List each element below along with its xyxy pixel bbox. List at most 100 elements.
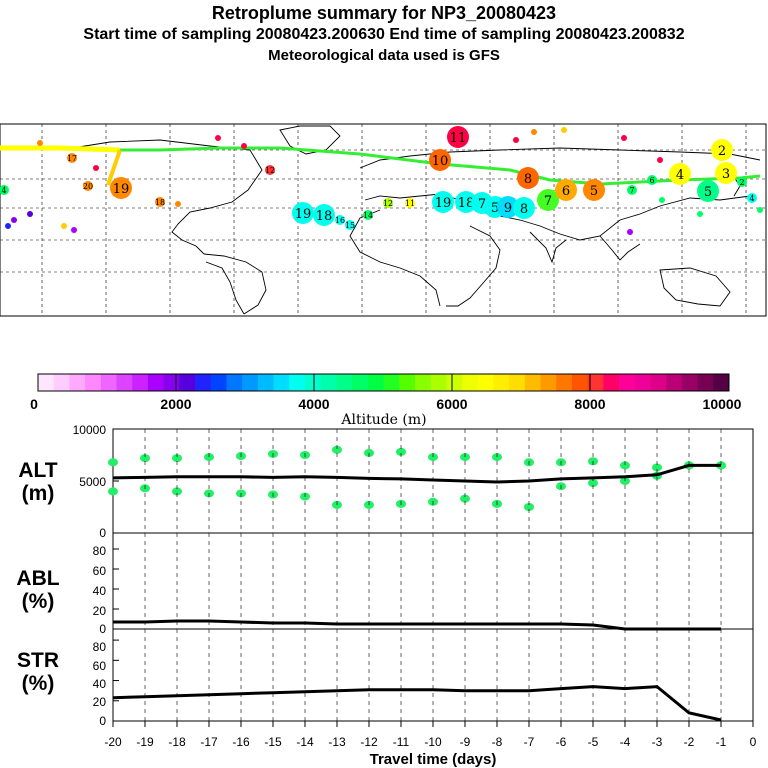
trajectory-marker: 12 [383, 198, 393, 208]
alt-upper-marker [396, 447, 406, 456]
trajectory-marker-dot [711, 139, 733, 161]
meteorological-data-note: Meteorological data used is GFS [268, 47, 500, 64]
alt-upper-marker [460, 453, 470, 462]
str-y-tick-label: 60 [93, 659, 107, 673]
altitude-colorbar: 0 2000 4000 6000 8000 10000 Altitude (m) [30, 373, 742, 428]
alt-y-tick-label: 10000 [73, 423, 107, 437]
trajectory-marker-label: 18 [155, 198, 165, 207]
map-frame [0, 123, 767, 317]
x-tick-label: 0 [750, 735, 757, 749]
trajectory-path-branch [106, 149, 122, 186]
x-tick-label: -7 [524, 735, 535, 749]
time-series-plots [108, 428, 726, 722]
coastlines [59, 125, 761, 315]
colorbar-tick-label: 10000 [703, 396, 742, 412]
y-tick-marks [113, 428, 119, 722]
trajectory-marker-label: 4 [749, 194, 754, 203]
particle-dot [175, 201, 181, 207]
alt-series [108, 445, 726, 511]
x-tick-label: -15 [264, 735, 282, 749]
trajectory-marker: 18 [155, 197, 165, 207]
trajectory-marker-label: 20 [83, 182, 93, 191]
alt-upper-marker [620, 461, 630, 470]
trajectory-marker-label: 19 [435, 196, 452, 211]
colorbar-cell [257, 374, 274, 391]
abl-y-tick-label: 40 [93, 584, 107, 598]
trajectory-marker: 4 [669, 163, 691, 185]
trajectory-marker-dot [67, 153, 77, 163]
trajectory-marker-dot [555, 179, 577, 201]
particle-dot [531, 129, 537, 135]
page-title: Retroplume summary for NP3_20080423 [211, 3, 557, 23]
colorbar-cell [163, 374, 180, 391]
trajectory-marker: 6 [647, 175, 657, 185]
x-tick-label: -17 [200, 735, 218, 749]
trajectory-marker-label: 5 [704, 185, 712, 200]
colorbar-cells [38, 374, 730, 391]
abl-y-tick-label: 80 [93, 544, 107, 558]
trajectory-marker-dot [429, 149, 451, 171]
particle-dot [5, 223, 11, 229]
trajectory-path-main [120, 146, 761, 186]
trajectory-marker-dot [383, 198, 393, 208]
trajectory-marker-dot [747, 193, 757, 203]
trajectory-marker: 6 [555, 179, 577, 201]
particle-dot [513, 137, 519, 143]
abl-y-tick-label: 0 [99, 622, 106, 636]
trajectory-marker: 16 [335, 215, 345, 225]
trajectory-marker-dot [265, 165, 275, 175]
trajectory-marker-dot [669, 163, 691, 185]
trajectory-marker-dot [737, 177, 747, 187]
colorbar-cell [289, 374, 306, 391]
colorbar-cell [132, 374, 149, 391]
x-tick-label: -14 [296, 735, 314, 749]
trajectory-marker-dot [405, 198, 415, 208]
alt-panel-unit: (m) [22, 482, 55, 505]
str-y-tick-label: 0 [99, 714, 106, 728]
str-panel-frame [112, 628, 754, 722]
colorbar-cell [446, 374, 463, 391]
colorbar-cell [383, 374, 400, 391]
trajectory-marker-label: 5 [590, 184, 598, 199]
alt-upper-marker [172, 454, 182, 463]
particle-dot [757, 207, 763, 213]
trajectory-marker-dot [0, 185, 9, 195]
colorbar-label: Altitude (m) [340, 412, 426, 428]
particle-dot [27, 211, 33, 217]
colorbar-cell [100, 374, 117, 391]
colorbar-cell [53, 374, 70, 391]
trajectory-marker-label: 4 [1, 186, 6, 195]
colorbar-cell [603, 374, 620, 391]
particle-dot [627, 229, 633, 235]
x-tick-label: -8 [492, 735, 503, 749]
colorbar-tick-label: 2000 [160, 396, 191, 412]
particle-dot [241, 143, 247, 149]
colorbar-cell [399, 374, 416, 391]
colorbar-cell [650, 374, 667, 391]
particle-dot [621, 135, 627, 141]
colorbar-cell [179, 374, 196, 391]
colorbar-cell [540, 374, 557, 391]
particle-dot [657, 157, 663, 163]
trajectory-marker-dot [583, 179, 605, 201]
trajectory-marker-label: 11 [450, 131, 467, 146]
trajectory-marker-dot [513, 197, 535, 219]
trajectory-marker-label: 12 [265, 166, 275, 175]
particle-dot [215, 135, 221, 141]
colorbar-tick-label: 0 [30, 396, 38, 412]
trajectory-marker-label: 6 [562, 184, 570, 199]
trajectory-marker: 19 [110, 177, 132, 199]
colorbar-cell [524, 374, 541, 391]
trajectory-marker-label: 6 [649, 176, 654, 185]
colorbar-major-lines [175, 374, 591, 391]
trajectory-marker: 4 [747, 193, 757, 203]
colorbar-cell [509, 374, 526, 391]
trajectory-marker: 19 [292, 202, 314, 224]
trajectory-marker: 14 [363, 210, 373, 220]
colorbar-cell [116, 374, 133, 391]
str-panel-unit: (%) [22, 672, 55, 695]
trajectory-marker-label: 18 [316, 209, 333, 224]
